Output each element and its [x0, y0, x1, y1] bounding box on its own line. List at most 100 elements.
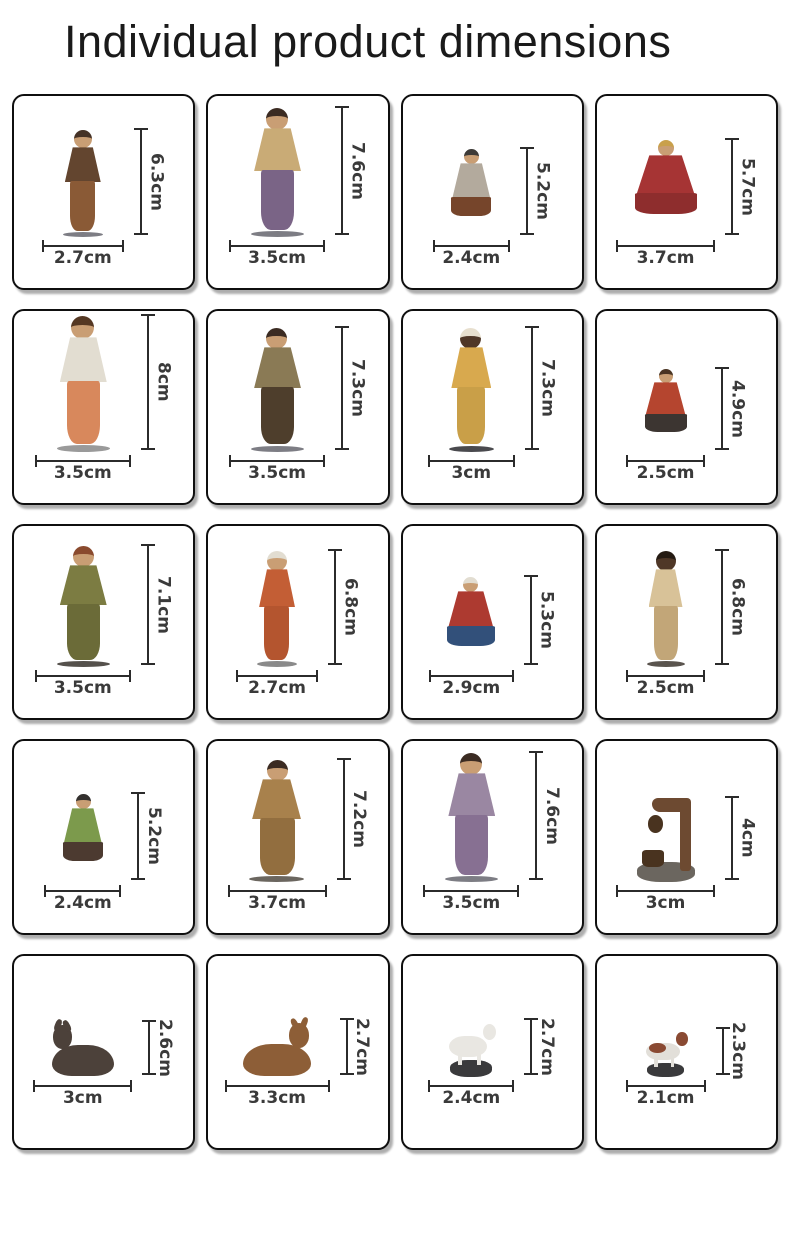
figure-part: [51, 1045, 114, 1077]
width-label: 3.5cm: [248, 248, 306, 269]
width-label: 3.5cm: [442, 893, 501, 914]
width-dimension: 2.1cm: [625, 1080, 706, 1108]
figure-part: [646, 661, 685, 668]
height-dimension-line: [725, 796, 740, 880]
width-label: 2.5cm: [636, 463, 695, 484]
figure-part: [634, 193, 697, 215]
figure-part: [56, 661, 110, 668]
width-label: 3cm: [451, 463, 492, 484]
height-dimension-line: [142, 1020, 157, 1075]
figure-part: [261, 387, 295, 445]
height-dimension-line: [519, 147, 534, 235]
height-label: 7.6cm: [347, 141, 368, 200]
figurine-donkey-lying: [51, 1018, 114, 1077]
width-dimension-line: [41, 240, 124, 253]
card-content: 2.5cm 4.9cm: [626, 367, 748, 484]
width-dimension-line: [625, 1080, 706, 1093]
width-label: 2.9cm: [442, 678, 501, 699]
width-label: 2.5cm: [636, 678, 695, 699]
height-label: 2.7cm: [352, 1017, 373, 1076]
figure-part: [641, 850, 665, 868]
figure-part: [680, 801, 691, 871]
figure-part: [457, 387, 486, 445]
product-card: 2.5cm 4.9cm: [594, 309, 778, 505]
width-dimension: 2.4cm: [44, 885, 122, 913]
product-card: 3.5cm 7.3cm: [206, 309, 390, 505]
figure-part: [460, 328, 482, 350]
figure-part: [449, 446, 495, 453]
height-dimension: 2.7cm: [339, 1017, 373, 1076]
width-dimension: 3.5cm: [423, 885, 520, 914]
product-card: 3.3cm 2.7cm: [206, 954, 390, 1150]
product-card: 2.7cm 6.3cm: [12, 94, 196, 290]
height-dimension: 5.3cm: [523, 575, 556, 665]
figure-part: [676, 1032, 688, 1046]
width-dimension: 3.7cm: [227, 885, 327, 913]
height-label: 7.2cm: [349, 790, 370, 848]
product-card: 2.9cm 5.3cm: [400, 524, 584, 720]
width-dimension-line: [44, 885, 122, 898]
card-content: 3.5cm 7.6cm: [229, 106, 368, 269]
product-card: 2.4cm 2.7cm: [400, 954, 584, 1150]
height-dimension: 6.3cm: [133, 128, 166, 235]
width-dimension: 2.4cm: [428, 1080, 515, 1108]
figurine-water-well: [634, 798, 697, 883]
figurine-joseph-with-lantern: [441, 753, 501, 883]
height-dimension-line: [328, 549, 343, 665]
width-dimension: 3.7cm: [616, 240, 716, 268]
width-label: 3cm: [645, 893, 686, 914]
height-dimension: 2.3cm: [715, 1022, 748, 1080]
product-card: 3.5cm 7.1cm: [12, 524, 196, 720]
figure-part: [455, 815, 489, 876]
figure-part: [261, 170, 295, 231]
width-dimension-line: [236, 670, 319, 683]
height-dimension-line: [335, 106, 350, 235]
figure-part: [62, 232, 103, 238]
height-dimension-line: [523, 575, 538, 665]
figure-column: 3.5cm: [423, 753, 520, 914]
figure-part: [62, 842, 103, 862]
figure-column: 2.7cm: [41, 130, 124, 268]
figure-part: [259, 569, 296, 608]
width-dimension-line: [34, 455, 131, 468]
width-dimension: 3.5cm: [229, 240, 326, 269]
figure-column: 3cm: [33, 1018, 133, 1109]
figure-part: [483, 1023, 497, 1040]
figure-part: [653, 606, 678, 661]
figurine-woman-with-bucket: [254, 551, 300, 668]
figure-part: [257, 661, 298, 668]
width-dimension-line: [626, 670, 706, 683]
width-dimension-line: [432, 240, 510, 253]
width-label: 3cm: [62, 1088, 103, 1109]
figure-column: 2.7cm: [236, 551, 319, 698]
width-dimension: 2.4cm: [432, 240, 510, 268]
height-dimension: 6.8cm: [328, 549, 361, 665]
card-content: 2.7cm 6.8cm: [236, 549, 361, 698]
figure-part: [251, 231, 305, 238]
figurine-kneeling-shepherd-with-lamb: [451, 149, 492, 237]
height-dimension-line: [133, 128, 148, 235]
height-label: 7.3cm: [347, 359, 368, 417]
figure-part: [73, 130, 92, 149]
height-label: 2.6cm: [154, 1018, 175, 1077]
figurine-joseph-standing: [247, 108, 307, 238]
card-content: 2.7cm 6.3cm: [41, 128, 166, 268]
width-dimension-line: [224, 1080, 330, 1093]
height-dimension: 2.7cm: [524, 1018, 557, 1075]
height-dimension: 7.6cm: [335, 106, 368, 235]
figure-part: [251, 446, 305, 453]
figurine-standing-man-tan-robe: [644, 551, 687, 668]
height-label: 6.8cm: [727, 578, 748, 636]
figure-part: [249, 876, 305, 883]
height-dimension-line: [529, 751, 544, 880]
product-card: 3.5cm 8cm: [12, 309, 196, 505]
height-label: 6.8cm: [340, 578, 361, 636]
figure-part: [657, 140, 674, 157]
product-card: 2.5cm 6.8cm: [594, 524, 778, 720]
product-card: 2.7cm 6.8cm: [206, 524, 390, 720]
figure-part: [260, 818, 296, 876]
figure-column: 2.5cm: [626, 551, 706, 699]
height-dimension-line: [715, 367, 730, 450]
figure-part: [69, 181, 95, 232]
